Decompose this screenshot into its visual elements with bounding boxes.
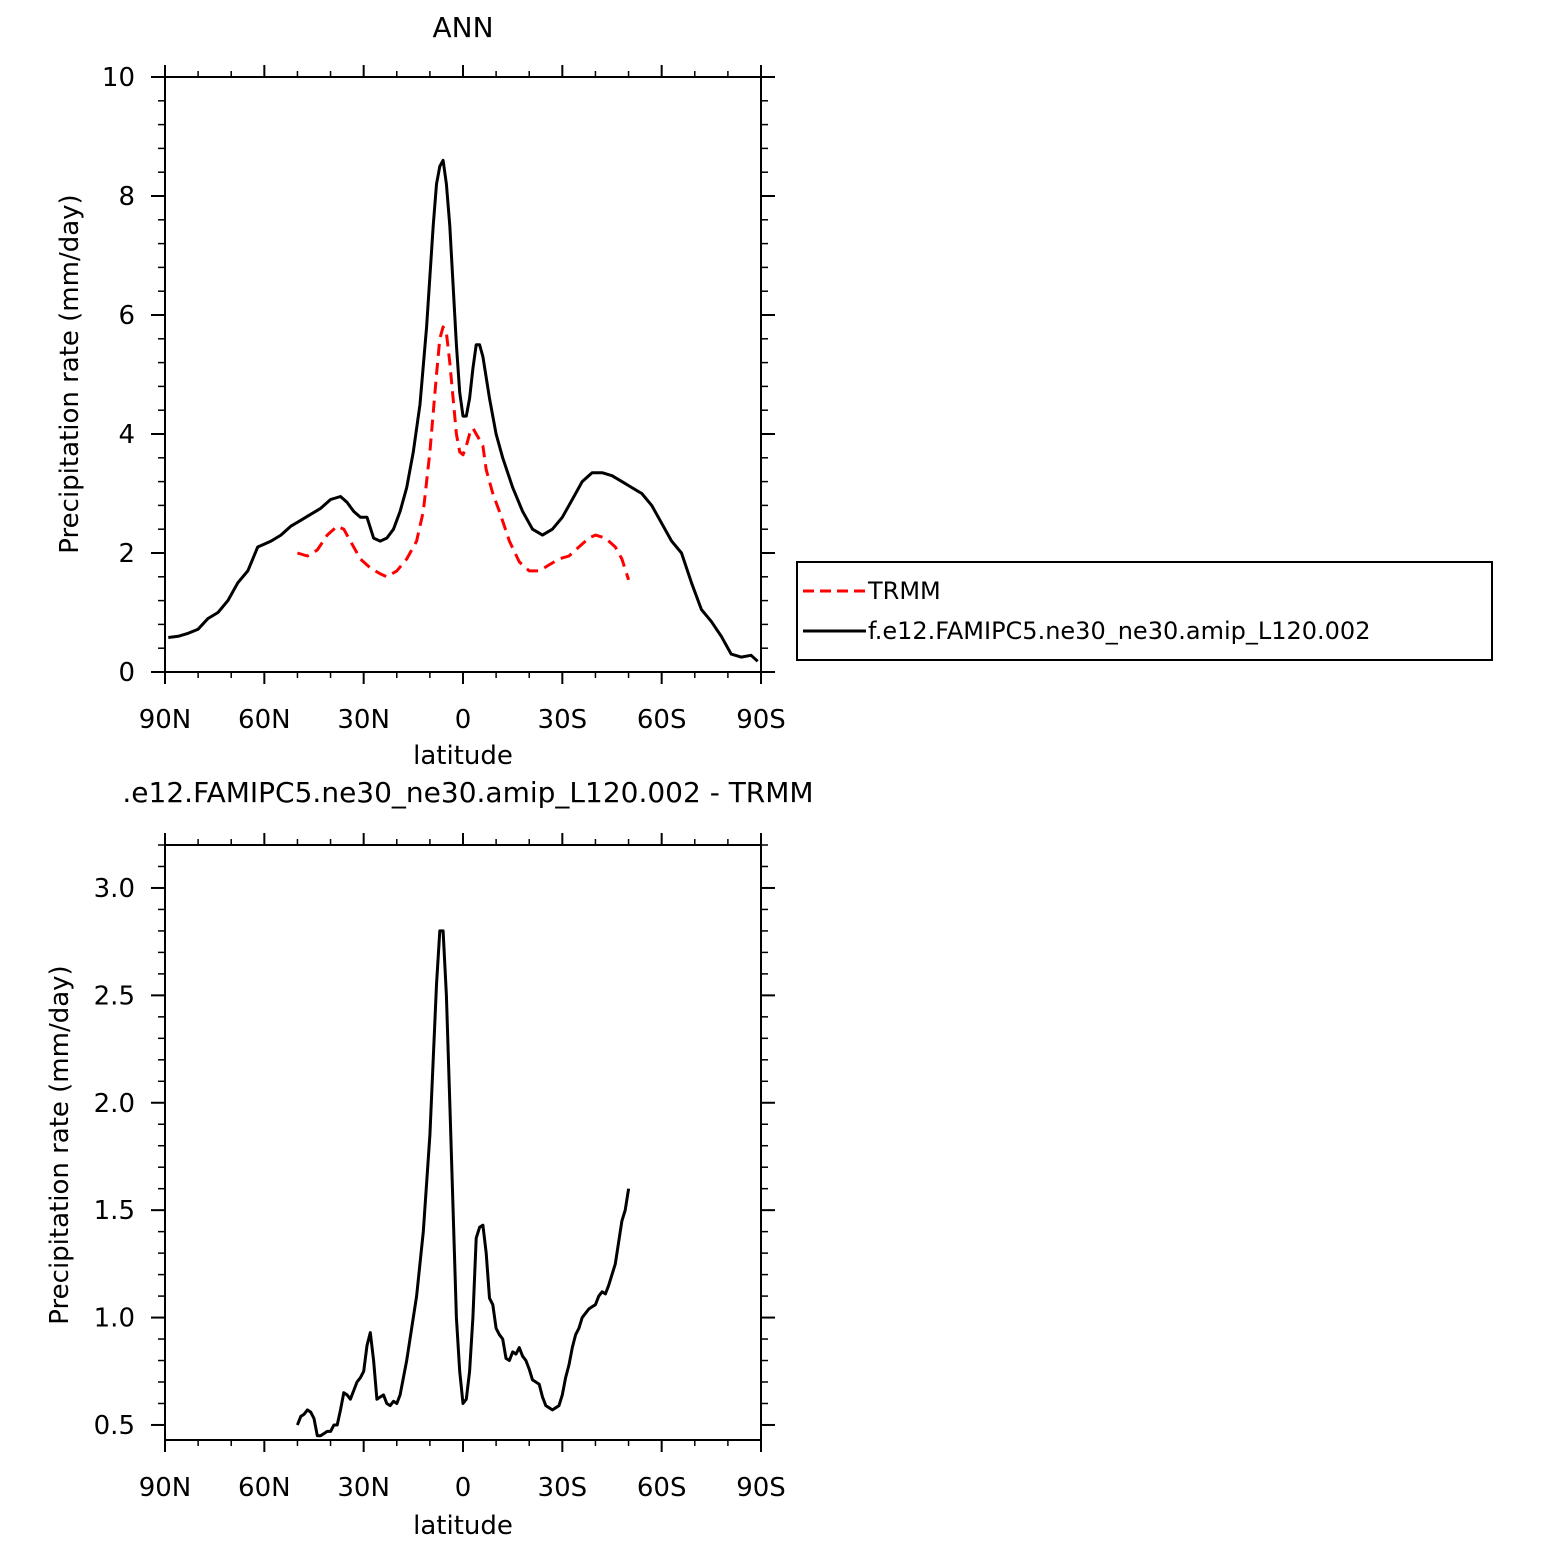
series-line-difference	[296, 929, 631, 1438]
y-tick-label: 8	[118, 182, 135, 212]
top-y-axis-title: Precipitation rate (mm/day)	[55, 194, 85, 553]
y-tick-label: 0	[118, 658, 135, 688]
x-tick-label: 30S	[538, 1473, 588, 1503]
bottom-y-axis-title: Precipitation rate (mm/day)	[45, 965, 75, 1324]
x-tick-label: 90N	[139, 1473, 192, 1503]
y-tick-label: 3.0	[94, 874, 135, 904]
bottom-panel: .e12.FAMIPC5.ne30_ne30.amip_L120.002 - T…	[45, 776, 814, 1541]
legend: TRMM f.e12.FAMIPC5.ne30_ne30.amip_L120.0…	[796, 561, 1493, 661]
bottom-series-lines	[296, 929, 631, 1438]
x-tick-label: 90N	[139, 705, 192, 735]
legend-box	[796, 561, 1493, 661]
bottom-x-axis-title: latitude	[413, 1511, 513, 1541]
y-tick-label: 0.5	[94, 1411, 135, 1441]
x-tick-label: 30S	[538, 705, 588, 735]
top-plot-frame	[164, 76, 762, 673]
series-line-model	[168, 158, 759, 663]
top-x-axis-title: latitude	[413, 741, 513, 771]
y-tick-label: 1.5	[94, 1196, 135, 1226]
series-line-trmm	[296, 325, 631, 581]
x-tick-label: 0	[455, 1473, 472, 1503]
legend-label-model: f.e12.FAMIPC5.ne30_ne30.amip_L120.002	[868, 617, 1370, 645]
y-tick-label: 6	[118, 301, 135, 331]
y-tick-label: 1.0	[94, 1304, 135, 1334]
x-tick-label: 30N	[337, 1473, 390, 1503]
y-tick-label: 10	[102, 63, 135, 93]
x-tick-label: 60N	[238, 705, 291, 735]
x-tick-label: 60S	[637, 705, 687, 735]
x-tick-label: 90S	[736, 705, 786, 735]
y-tick-label: 2.5	[94, 981, 135, 1011]
bottom-plot-frame	[164, 844, 762, 1441]
bottom-chart-title: .e12.FAMIPC5.ne30_ne30.amip_L120.002 - T…	[122, 776, 813, 809]
x-tick-label: 0	[455, 705, 472, 735]
x-tick-label: 30N	[337, 705, 390, 735]
top-series-lines	[168, 158, 759, 663]
top-ticks: 90N 60N 30N 0 30S 60S 90S 0 2 4 6 8 10	[102, 63, 786, 735]
x-tick-label: 60N	[238, 1473, 291, 1503]
y-tick-label: 4	[118, 420, 135, 450]
y-tick-label: 2.0	[94, 1089, 135, 1119]
x-tick-label: 60S	[637, 1473, 687, 1503]
y-tick-label: 2	[118, 539, 135, 569]
top-chart-title: ANN	[432, 11, 493, 44]
x-tick-label: 90S	[736, 1473, 786, 1503]
legend-label-trmm: TRMM	[867, 577, 941, 605]
